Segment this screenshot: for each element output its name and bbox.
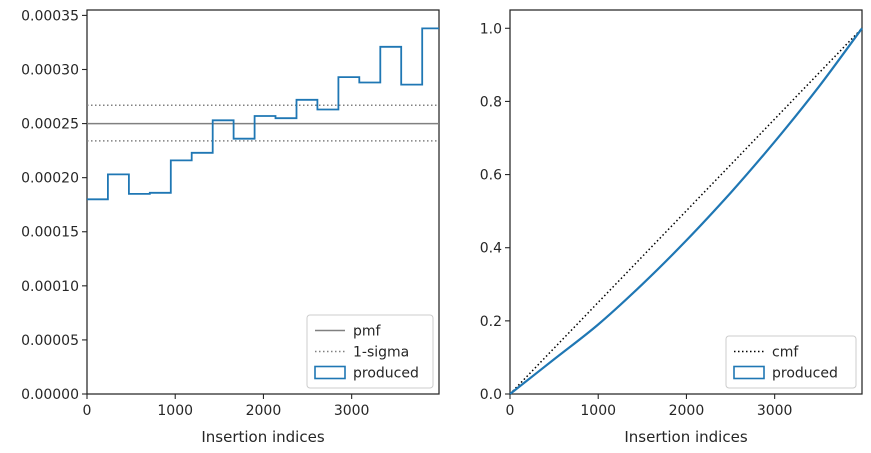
right-panel-cumulative: 0 1000 2000 3000 0.0 0.2 0.4 0.6 0.8 1.0 Inserti… (480, 9, 863, 446)
left-x-ticks: 0 1000 2000 3000 (83, 394, 370, 419)
x-tick-label: 2000 (669, 403, 705, 419)
y-tick-label: 0.00035 (21, 8, 79, 24)
legend-label: 1-sigma (353, 345, 409, 361)
produced-histogram-step (87, 27, 439, 201)
legend-box (725, 335, 857, 389)
left-legend: pmf 1-sigma produced (306, 314, 434, 389)
x-tick-label: 1000 (157, 403, 193, 419)
right-x-axis-label: Insertion indices (624, 428, 747, 446)
cmf-line (509, 27, 863, 395)
y-tick-label: 0.00015 (21, 225, 79, 241)
legend-label: pmf (353, 324, 382, 340)
y-tick-label: 0.6 (480, 168, 502, 184)
y-tick-label: 1.0 (480, 21, 502, 37)
produced-cumulative-line (509, 27, 863, 395)
y-tick-label: 0.2 (480, 314, 502, 330)
x-tick-label: 1000 (580, 403, 616, 419)
right-x-ticks: 0 1000 2000 3000 (506, 394, 793, 419)
x-tick-label: 0 (506, 403, 515, 419)
right-legend: cmf produced (725, 335, 857, 389)
y-tick-label: 0.00005 (21, 333, 79, 349)
x-tick-label: 0 (83, 403, 92, 419)
x-tick-label: 3000 (757, 403, 793, 419)
y-tick-label: 0.00020 (21, 171, 79, 187)
left-y-ticks: 0.00000 0.00005 0.00010 0.00015 0.00020 0.000… (21, 8, 87, 403)
y-tick-label: 0.00030 (21, 62, 79, 78)
legend-box (306, 314, 434, 389)
left-panel-histogram: 0 1000 2000 3000 0.000000.000050.000100.000… (21, 8, 440, 446)
y-tick-label: 0.00010 (21, 279, 79, 295)
x-tick-label: 3000 (334, 403, 370, 419)
y-tick-label: 0.00025 (21, 117, 79, 133)
legend-label: produced (772, 366, 838, 382)
x-tick-label: 2000 (246, 403, 282, 419)
left-reference-lines (87, 104, 439, 142)
legend-label: cmf (772, 345, 799, 361)
y-tick-label: 0.4 (480, 241, 502, 257)
legend-swatch (314, 365, 346, 380)
y-tick-label: 0.00000 (21, 387, 79, 403)
legend-swatch (733, 365, 765, 380)
right-y-ticks: 0.0 0.2 0.4 0.6 0.8 1.0 (480, 21, 510, 403)
legend-label: produced (353, 366, 419, 382)
left-x-axis-label: Insertion indices (201, 428, 324, 446)
y-tick-label: 0.0 (480, 387, 502, 403)
y-tick-label: 0.8 (480, 94, 502, 110)
